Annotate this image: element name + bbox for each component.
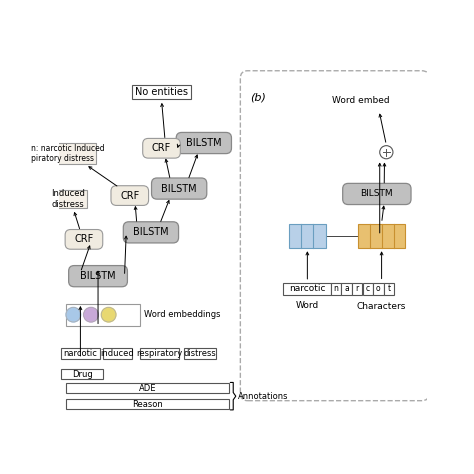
FancyBboxPatch shape	[240, 71, 429, 401]
Text: CRF: CRF	[152, 143, 171, 153]
Circle shape	[66, 308, 81, 322]
FancyBboxPatch shape	[176, 132, 231, 154]
Text: Characters: Characters	[357, 302, 406, 311]
Text: ADE: ADE	[139, 384, 156, 393]
Bar	[140, 348, 179, 359]
Text: narcotic: narcotic	[289, 284, 326, 293]
Circle shape	[101, 308, 116, 322]
Bar	[363, 283, 373, 294]
FancyBboxPatch shape	[143, 138, 180, 158]
Text: o: o	[376, 284, 381, 293]
FancyBboxPatch shape	[123, 222, 179, 243]
Text: respiratory: respiratory	[137, 349, 183, 358]
Bar	[40, 144, 96, 164]
Text: t: t	[387, 284, 391, 293]
Text: CRF: CRF	[120, 191, 139, 201]
Text: BILSTM: BILSTM	[80, 271, 116, 281]
Text: n: n	[333, 284, 338, 293]
Bar	[358, 224, 405, 247]
Bar	[184, 348, 216, 359]
Text: (b): (b)	[250, 92, 266, 102]
Text: n: narcotic Induced
piratory distress: n: narcotic Induced piratory distress	[31, 144, 105, 163]
Text: BILSTM: BILSTM	[361, 190, 393, 199]
FancyBboxPatch shape	[111, 186, 148, 205]
Text: BILSTM: BILSTM	[186, 138, 222, 148]
Text: Word embeddings: Word embeddings	[144, 310, 220, 319]
Bar	[66, 304, 140, 326]
Text: Drug: Drug	[72, 370, 92, 379]
Bar	[61, 348, 100, 359]
Bar	[341, 283, 352, 294]
Text: BILSTM: BILSTM	[161, 183, 197, 193]
FancyBboxPatch shape	[343, 183, 411, 205]
Bar	[384, 283, 394, 294]
Text: narcotic: narcotic	[64, 349, 97, 358]
FancyBboxPatch shape	[152, 178, 207, 199]
Bar	[66, 399, 228, 409]
Circle shape	[83, 308, 98, 322]
Text: BILSTM: BILSTM	[133, 228, 169, 237]
Text: distress: distress	[184, 349, 217, 358]
Text: Annotations: Annotations	[237, 392, 288, 401]
Text: Word embed: Word embed	[332, 96, 390, 105]
Text: CRF: CRF	[74, 234, 93, 245]
FancyBboxPatch shape	[65, 229, 103, 249]
Text: Induced
distress: Induced distress	[51, 190, 85, 209]
Bar	[49, 190, 88, 208]
Bar	[132, 85, 191, 99]
Text: Reason: Reason	[132, 400, 163, 409]
Text: a: a	[344, 284, 349, 293]
Text: r: r	[356, 284, 359, 293]
Bar	[352, 283, 362, 294]
Text: c: c	[365, 284, 370, 293]
Bar	[61, 369, 103, 379]
Text: No entities: No entities	[135, 87, 188, 97]
Text: induced: induced	[100, 349, 134, 358]
FancyBboxPatch shape	[69, 265, 128, 287]
Bar	[66, 383, 228, 393]
Bar	[373, 283, 383, 294]
Bar	[283, 283, 331, 295]
Bar	[331, 283, 341, 294]
Bar	[289, 224, 326, 247]
Bar	[103, 348, 132, 359]
Text: Word: Word	[296, 301, 319, 310]
Circle shape	[380, 146, 393, 159]
